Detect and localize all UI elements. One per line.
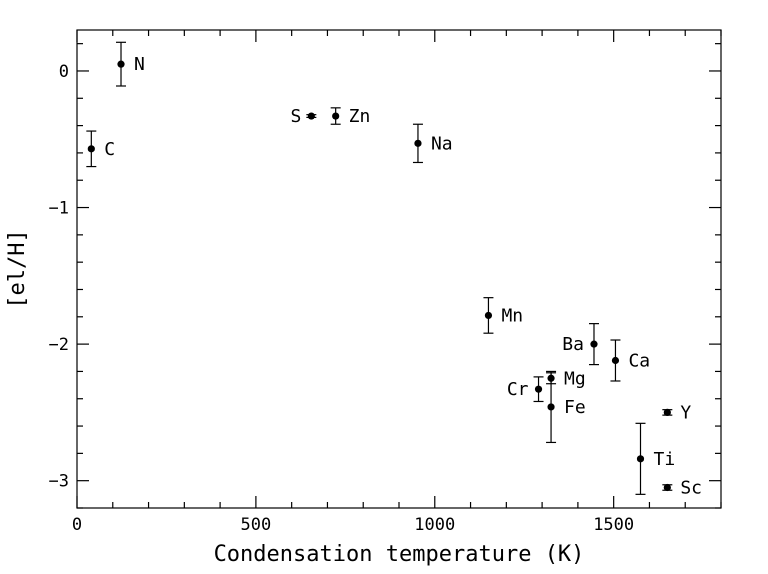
data-point: C (86, 130, 115, 168)
point-label: Fe (564, 397, 586, 418)
point-marker (663, 483, 671, 492)
point-marker (547, 403, 555, 411)
point-label: Cr (507, 379, 529, 400)
data-point: Mn (483, 297, 523, 334)
x-tick-label: 1500 (593, 515, 634, 535)
data-point: Y (662, 402, 691, 423)
data-point: Na (412, 123, 453, 164)
data-point: Sc (662, 478, 702, 499)
point-marker (117, 60, 125, 68)
data-point: Ca (610, 339, 650, 382)
y-axis-label: [el/H] (5, 229, 30, 308)
point-label: Ca (628, 351, 650, 372)
data-point: S (291, 106, 317, 127)
point-label: Mg (564, 368, 586, 389)
point-label: Zn (349, 106, 371, 127)
point-label: Mn (501, 305, 523, 326)
point-label: Na (431, 133, 453, 154)
point-marker (636, 455, 645, 463)
point-marker (332, 112, 340, 120)
axis-ticks (76, 30, 722, 509)
y-tick-label: −1 (49, 199, 69, 219)
point-label: N (134, 54, 145, 75)
point-label: S (291, 106, 302, 127)
point-label: Y (680, 402, 691, 423)
point-marker (87, 145, 95, 153)
data-point: Ti (635, 422, 676, 495)
point-marker (534, 385, 543, 393)
data-point: Zn (330, 106, 371, 127)
y-tick-label: 0 (59, 62, 69, 82)
point-marker (611, 356, 620, 365)
point-marker (590, 340, 598, 348)
point-marker (484, 311, 493, 320)
data-point: Ba (562, 323, 599, 366)
point-marker (307, 112, 315, 120)
x-tick-label: 500 (241, 515, 272, 535)
point-label: C (104, 139, 115, 160)
y-tick-label: −2 (49, 335, 69, 355)
point-marker (414, 139, 422, 147)
x-tick-label: 1000 (414, 515, 455, 535)
point-marker (663, 408, 671, 416)
point-label: Ba (562, 334, 584, 355)
y-tick-label: −3 (49, 472, 69, 492)
point-label: Ti (654, 449, 676, 470)
data-point: N (116, 41, 145, 87)
data-point: Cr (507, 376, 544, 403)
x-tick-label: 0 (72, 515, 82, 535)
x-axis-label: Condensation temperature (K) (214, 542, 585, 567)
plot-frame (76, 29, 722, 509)
point-label: Sc (680, 478, 702, 499)
tick-labels: 0 500 1000 1500 0 −1 −2 −3 (49, 62, 635, 535)
data-point: Fe (546, 370, 586, 444)
